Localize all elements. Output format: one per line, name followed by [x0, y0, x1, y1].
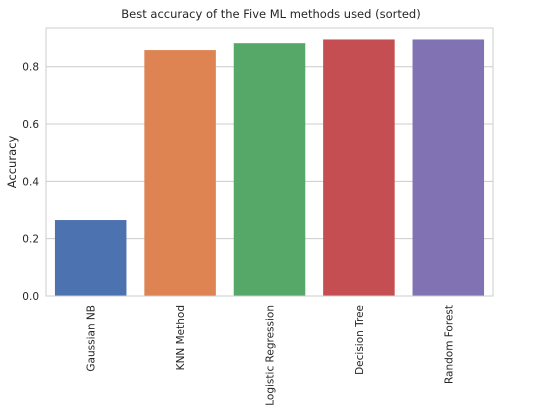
bar-knn-method — [144, 50, 216, 296]
plot-frame — [45, 27, 494, 297]
x-tick-label: Decision Tree — [354, 305, 366, 375]
y-tick-label: 0.0 — [22, 291, 39, 303]
y-tick-label: 0.6 — [22, 119, 39, 131]
x-tick-labels: Gaussian NB KNN Method Logistic Regression… — [86, 305, 456, 406]
x-tick-label: Random Forest — [443, 305, 455, 384]
chart-title: Best accuracy of the Five ML methods use… — [121, 7, 420, 21]
y-tick-label: 0.8 — [22, 62, 39, 74]
bar-random-forest — [412, 39, 485, 296]
bar-decision-tree — [323, 39, 395, 296]
x-tick-label: KNN Method — [175, 305, 187, 370]
bar-layer — [54, 39, 485, 297]
y-axis-label: Accuracy — [5, 136, 19, 189]
y-tick-labels: 0.0 0.2 0.4 0.6 0.8 — [22, 62, 39, 303]
y-tick-label: 0.2 — [22, 234, 39, 246]
x-tick-label: Gaussian NB — [86, 305, 98, 372]
bar-logistic-regression — [233, 43, 306, 297]
bar-gaussian-nb — [54, 220, 127, 296]
y-tick-label: 0.4 — [22, 176, 39, 188]
x-tick-label: Logistic Regression — [265, 305, 277, 406]
